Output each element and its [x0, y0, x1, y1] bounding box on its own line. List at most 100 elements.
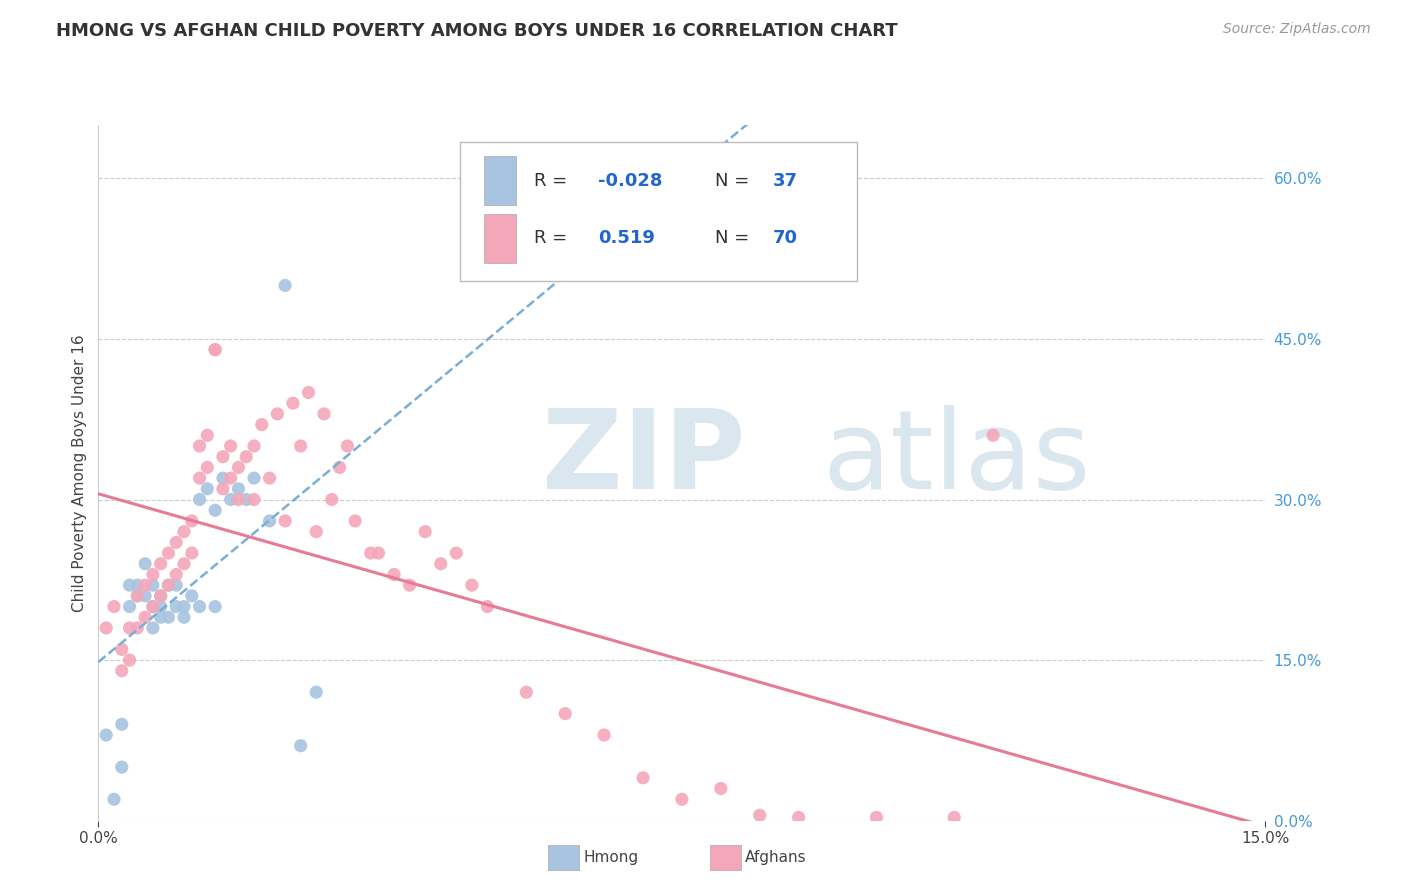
Y-axis label: Child Poverty Among Boys Under 16: Child Poverty Among Boys Under 16 [72, 334, 87, 612]
Point [180, 546, 202, 560]
Text: ZIP: ZIP [541, 405, 745, 512]
Point [103, 792, 125, 806]
Point [219, 492, 242, 507]
Point [111, 760, 134, 774]
Text: N =: N = [714, 229, 755, 247]
Point [312, 407, 335, 421]
Point [165, 599, 187, 614]
Point [180, 589, 202, 603]
Point [204, 599, 226, 614]
Point [461, 578, 484, 592]
Text: R =: R = [534, 171, 572, 189]
Point [149, 610, 172, 624]
Point [367, 546, 389, 560]
Point [631, 771, 654, 785]
Text: N =: N = [714, 171, 755, 189]
Point [118, 653, 141, 667]
Point [188, 439, 211, 453]
Point [118, 599, 141, 614]
Text: Hmong: Hmong [583, 850, 638, 864]
Point [149, 599, 172, 614]
Point [228, 482, 250, 496]
Point [157, 610, 180, 624]
Point [195, 482, 218, 496]
Point [274, 514, 297, 528]
Point [259, 514, 281, 528]
Point [195, 428, 218, 442]
Point [305, 685, 328, 699]
Point [180, 514, 202, 528]
Point [446, 546, 468, 560]
Point [212, 471, 235, 485]
Text: R =: R = [534, 229, 572, 247]
Point [344, 514, 367, 528]
Point [173, 524, 195, 539]
Point [297, 385, 319, 400]
Point [382, 567, 405, 582]
Point [149, 589, 172, 603]
Point [259, 471, 281, 485]
Point [127, 621, 149, 635]
Point [228, 492, 250, 507]
Point [321, 492, 343, 507]
Point [671, 792, 693, 806]
Point [157, 546, 180, 560]
Point [554, 706, 576, 721]
Point [173, 610, 195, 624]
Point [142, 599, 165, 614]
Point [127, 589, 149, 603]
Point [593, 728, 616, 742]
Point [127, 578, 149, 592]
Point [212, 450, 235, 464]
Point [243, 439, 266, 453]
Point [165, 567, 187, 582]
Point [235, 492, 257, 507]
Point [787, 810, 810, 824]
Point [281, 396, 304, 410]
Point [134, 610, 156, 624]
Point [329, 460, 352, 475]
Point [165, 578, 187, 592]
Point [195, 460, 218, 475]
Point [134, 578, 156, 592]
Point [149, 557, 172, 571]
Point [398, 578, 420, 592]
Point [274, 278, 297, 293]
Point [173, 599, 195, 614]
Point [413, 524, 436, 539]
Point [142, 599, 165, 614]
Text: 37: 37 [773, 171, 799, 189]
Point [943, 810, 966, 824]
Point [111, 717, 134, 731]
Point [710, 781, 733, 796]
Point [134, 557, 156, 571]
Point [515, 685, 537, 699]
Point [188, 471, 211, 485]
Point [204, 343, 226, 357]
Point [477, 599, 499, 614]
Point [243, 471, 266, 485]
Point [111, 664, 134, 678]
Point [118, 621, 141, 635]
Text: -0.028: -0.028 [598, 171, 662, 189]
Point [360, 546, 382, 560]
Point [134, 589, 156, 603]
Point [111, 642, 134, 657]
Text: Source: ZipAtlas.com: Source: ZipAtlas.com [1223, 22, 1371, 37]
Point [204, 503, 226, 517]
Point [188, 492, 211, 507]
Point [165, 535, 187, 549]
Point [865, 810, 887, 824]
Point [96, 728, 118, 742]
Text: HMONG VS AFGHAN CHILD POVERTY AMONG BOYS UNDER 16 CORRELATION CHART: HMONG VS AFGHAN CHILD POVERTY AMONG BOYS… [56, 22, 898, 40]
Point [219, 439, 242, 453]
Point [142, 567, 165, 582]
Point [188, 599, 211, 614]
Text: 0.519: 0.519 [598, 229, 655, 247]
Point [266, 407, 288, 421]
Point [149, 589, 172, 603]
Point [748, 808, 770, 822]
Point [290, 439, 312, 453]
FancyBboxPatch shape [460, 142, 858, 281]
Point [228, 460, 250, 475]
